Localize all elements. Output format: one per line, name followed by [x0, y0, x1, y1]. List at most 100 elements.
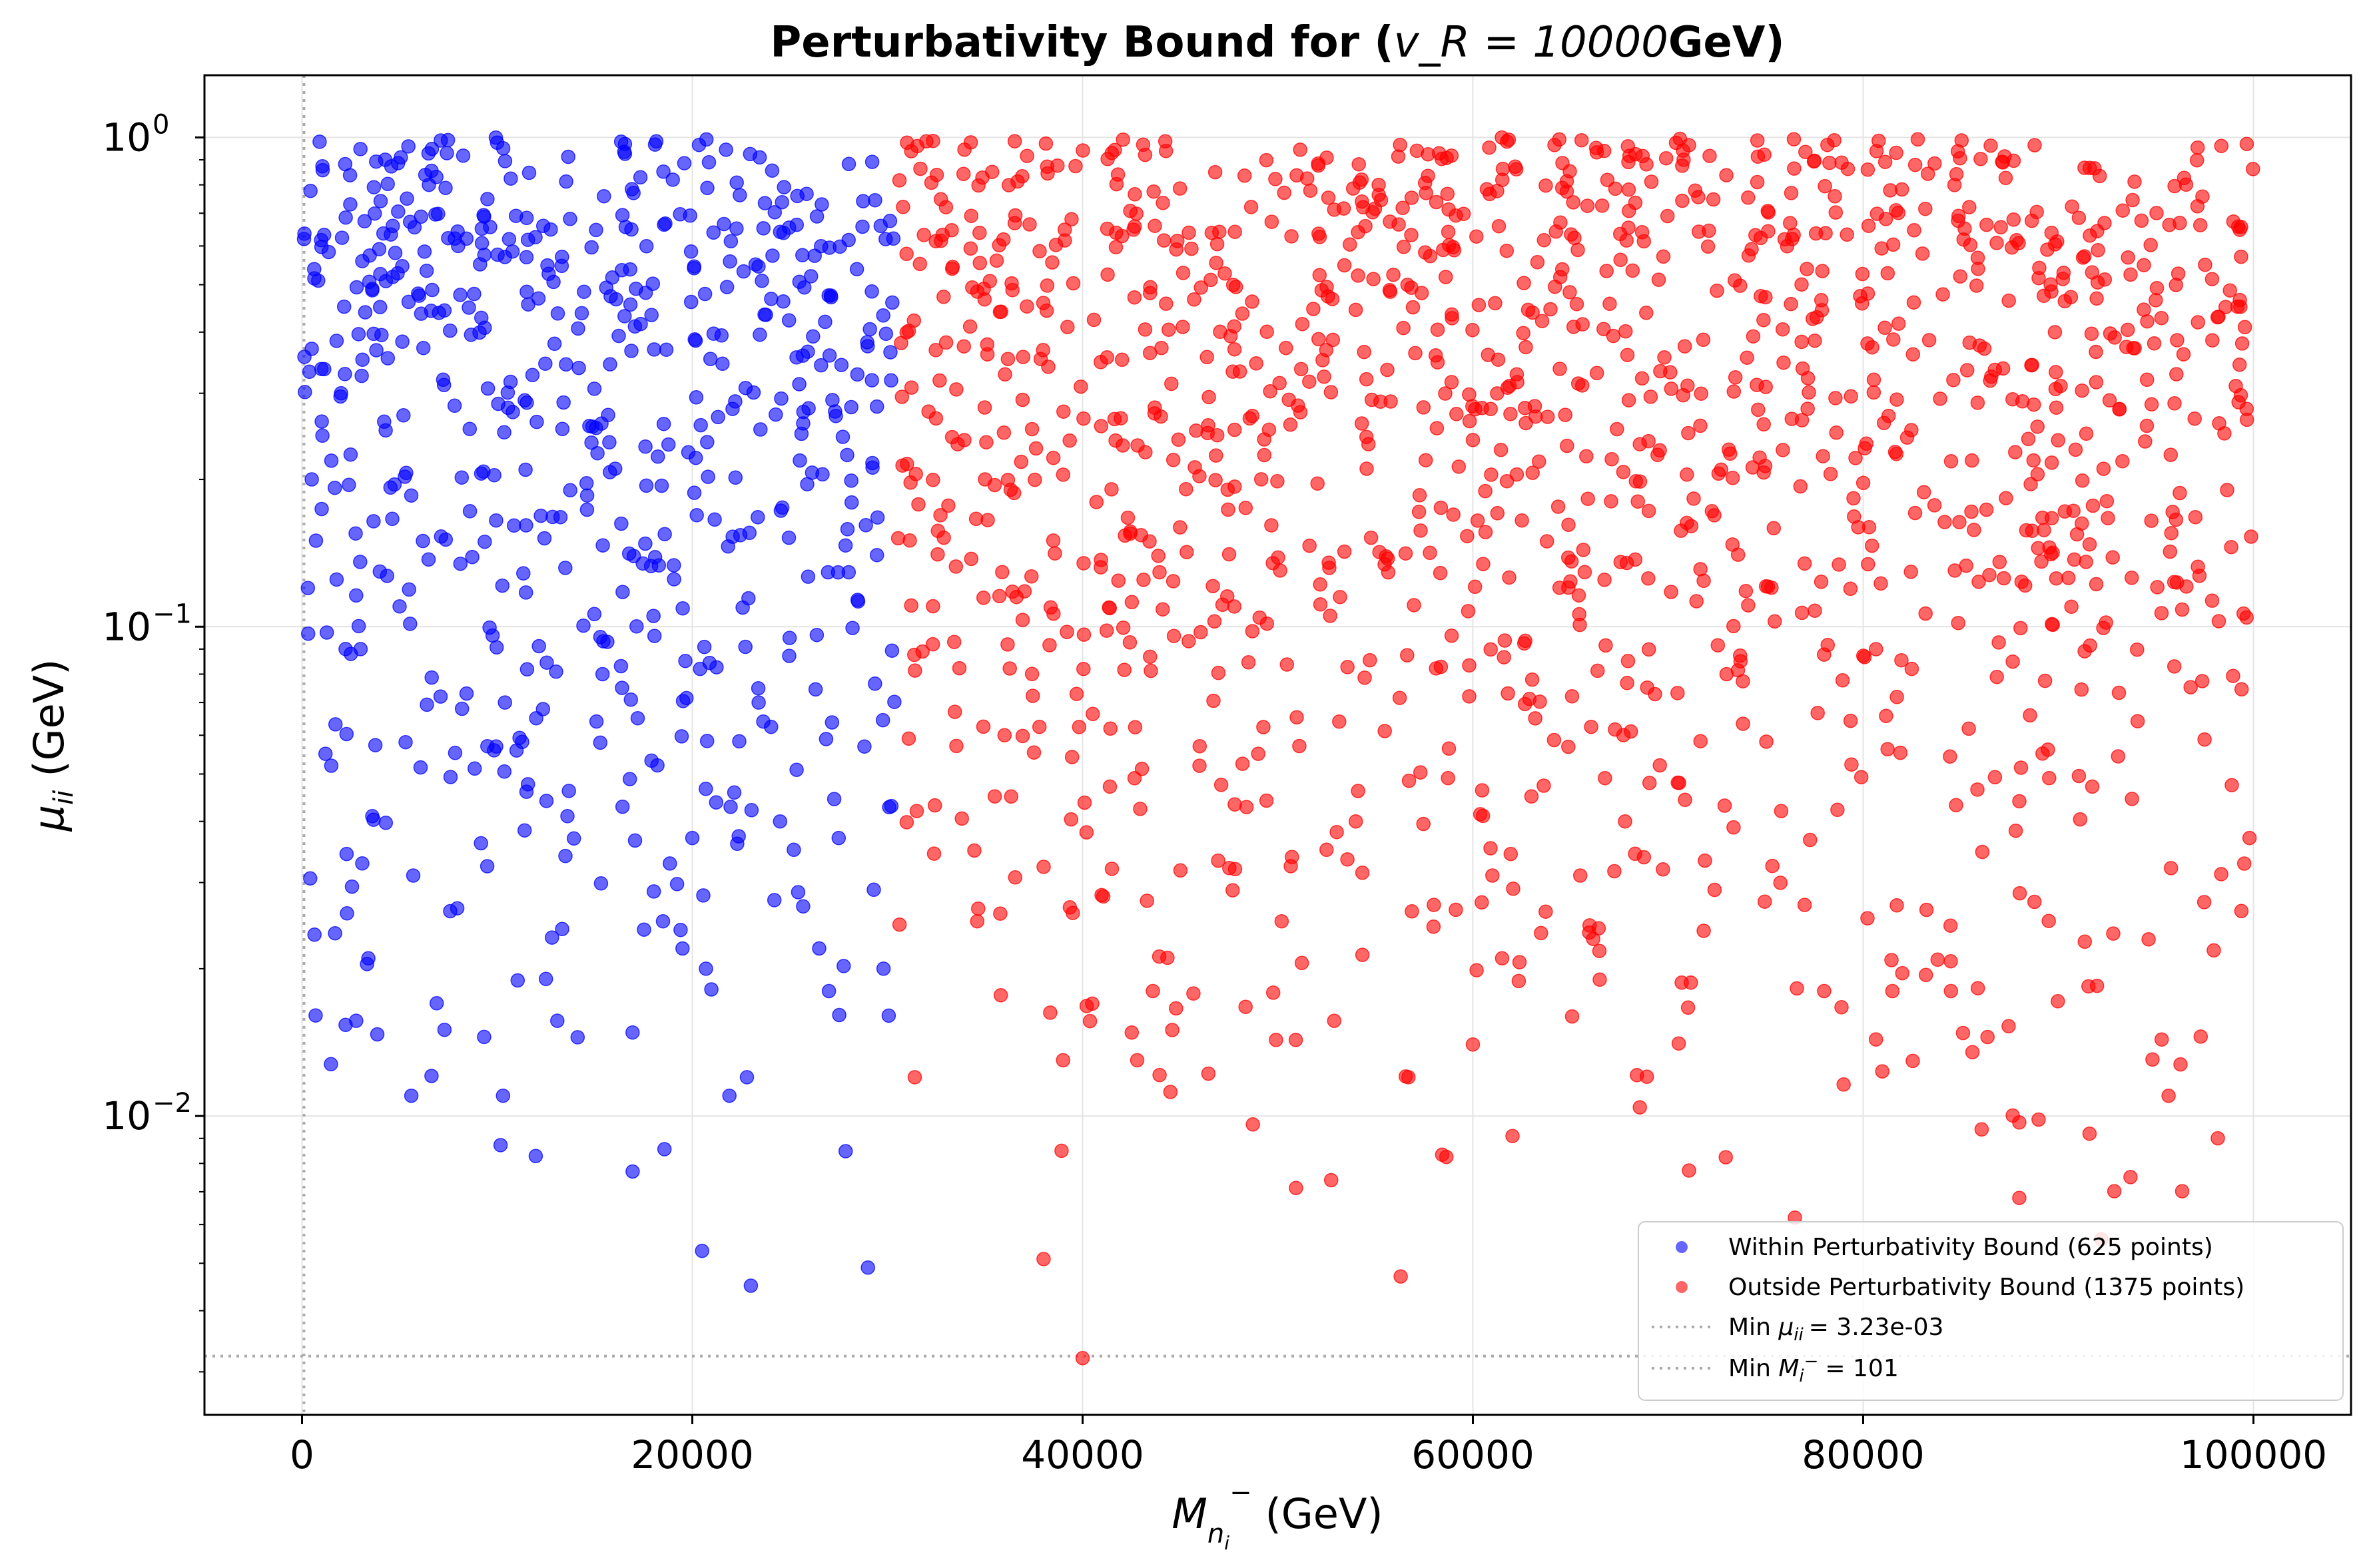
data-point-outside	[928, 234, 943, 248]
data-point-outside	[1146, 184, 1161, 199]
data-point-outside	[1566, 320, 1581, 334]
data-point-outside	[1470, 513, 1485, 528]
data-point-outside	[2071, 210, 2087, 225]
data-point-outside	[1329, 824, 1344, 840]
data-point-outside	[911, 497, 926, 512]
data-point-within	[757, 196, 773, 210]
data-point-outside	[1040, 166, 1055, 181]
data-point-outside	[1393, 137, 1407, 152]
data-point-outside	[1176, 266, 1191, 280]
data-point-outside	[1325, 332, 1341, 348]
data-point-outside	[1020, 148, 1034, 163]
data-point-outside	[1866, 385, 1881, 400]
data-point-outside	[2224, 539, 2238, 555]
data-point-within	[437, 1022, 452, 1037]
data-point-outside	[2234, 904, 2249, 919]
data-point-outside	[1348, 814, 1363, 829]
data-point-within	[441, 230, 456, 246]
data-point-outside	[892, 173, 907, 188]
data-point-outside	[2176, 347, 2191, 362]
data-point-outside	[1475, 783, 1490, 798]
data-point-outside	[1209, 427, 1225, 443]
data-point-within	[459, 686, 474, 701]
data-point-outside	[1382, 283, 1397, 298]
data-point-outside	[1014, 454, 1029, 469]
data-point-outside	[1964, 504, 1979, 519]
data-point-outside	[1074, 379, 1088, 394]
data-point-within	[651, 449, 665, 464]
data-point-within	[558, 848, 573, 864]
data-point-outside	[1910, 132, 1925, 147]
data-point-outside	[1062, 900, 1078, 915]
data-point-outside	[924, 175, 939, 190]
data-point-within	[769, 407, 783, 422]
data-point-outside	[1289, 710, 1304, 725]
data-point-outside	[987, 789, 1002, 804]
data-point-within	[416, 533, 430, 549]
data-point-outside	[1020, 299, 1034, 314]
data-point-within	[424, 163, 439, 178]
data-point-within	[512, 730, 527, 745]
data-point-outside	[1817, 983, 1832, 999]
data-point-outside	[1077, 795, 1092, 810]
data-point-within	[454, 470, 470, 485]
data-point-outside	[1828, 391, 1843, 405]
data-point-outside	[1856, 475, 1871, 491]
data-point-outside	[1745, 460, 1760, 475]
data-point-within	[755, 274, 769, 288]
data-point-outside	[926, 473, 940, 487]
data-point-outside	[1618, 324, 1633, 339]
data-point-outside	[1238, 999, 1253, 1014]
data-point-within	[338, 642, 353, 656]
data-point-outside	[2030, 419, 2045, 434]
data-point-outside	[1903, 565, 1918, 579]
data-point-within	[373, 194, 388, 208]
data-point-within	[398, 469, 412, 484]
data-point-outside	[2045, 545, 2060, 560]
data-point-within	[474, 310, 489, 326]
data-point-outside	[2053, 378, 2068, 393]
data-point-outside	[1604, 451, 1619, 467]
data-point-outside	[1574, 132, 1589, 148]
data-point-within	[659, 342, 674, 357]
data-point-outside	[1438, 386, 1453, 401]
data-point-outside	[1622, 204, 1636, 218]
data-point-within	[480, 859, 495, 874]
data-point-outside	[938, 335, 954, 350]
data-point-outside	[1970, 250, 1985, 266]
data-point-within	[639, 239, 654, 254]
data-point-outside	[1691, 190, 1706, 204]
data-point-outside	[993, 906, 1008, 921]
data-point-outside	[1412, 488, 1427, 503]
data-point-outside	[1594, 198, 1610, 213]
data-point-outside	[1002, 661, 1017, 676]
data-point-outside	[1621, 182, 1636, 197]
data-point-outside	[1997, 149, 2012, 164]
data-point-outside	[2044, 511, 2059, 525]
data-point-within	[525, 368, 540, 383]
data-point-outside	[2187, 411, 2202, 426]
data-point-within	[447, 398, 462, 413]
data-point-outside	[902, 533, 917, 548]
data-point-outside	[1639, 306, 1654, 320]
data-point-within	[850, 367, 865, 382]
data-point-outside	[1363, 653, 1377, 668]
data-point-outside	[1630, 494, 1645, 509]
data-point-outside	[1952, 515, 1967, 529]
data-point-within	[385, 511, 400, 527]
data-point-outside	[2169, 278, 2183, 292]
data-point-within	[825, 393, 840, 407]
data-point-outside	[1277, 185, 1291, 200]
data-point-outside	[948, 559, 964, 574]
data-point-outside	[2075, 516, 2089, 531]
data-point-outside	[1965, 1045, 1980, 1060]
data-point-outside	[1163, 1085, 1178, 1099]
data-point-outside	[1076, 627, 1092, 642]
data-point-outside	[2085, 779, 2100, 794]
data-point-outside	[962, 319, 978, 334]
data-point-outside	[1907, 505, 1923, 521]
data-point-outside	[2175, 1184, 2190, 1198]
data-point-outside	[1421, 147, 1435, 162]
data-point-outside	[1835, 673, 1850, 688]
data-point-outside	[1152, 565, 1167, 580]
